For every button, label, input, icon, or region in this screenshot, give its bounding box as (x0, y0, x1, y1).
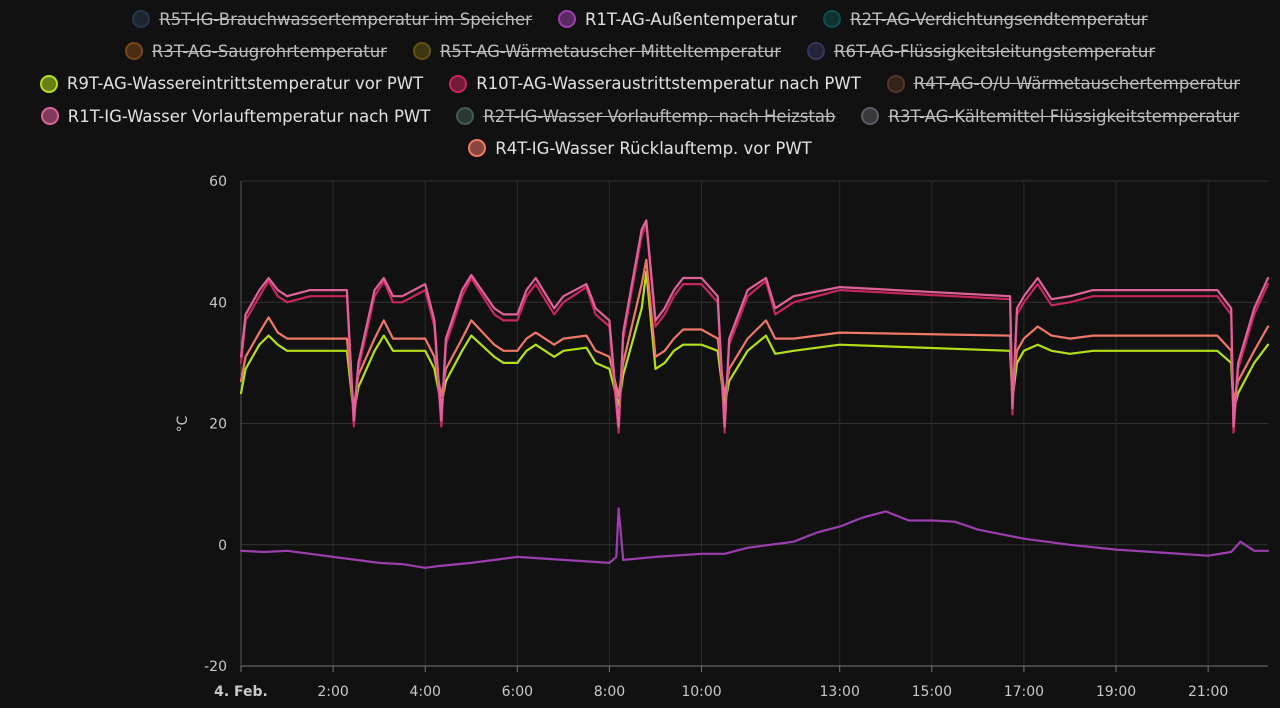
legend-item[interactable]: R2T-AG-Verdichtungsendtemperatur (823, 10, 1148, 29)
chart-legend: R5T-IG-Brauchwassertemperatur im Speiche… (0, 3, 1280, 164)
legend-row: R1T-IG-Wasser Vorlauftemperatur nach PWT… (0, 100, 1280, 132)
legend-label: R4T-IG-Wasser Rücklauftemp. vor PWT (495, 138, 812, 158)
legend-swatch-icon (40, 107, 59, 126)
legend-item[interactable]: R5T-IG-Brauchwassertemperatur im Speiche… (132, 10, 532, 29)
x-tick-label: 2:00 (317, 684, 348, 700)
series-line (239, 507, 1270, 569)
legend-label: R2T-AG-Verdichtungsendtemperatur (850, 9, 1148, 29)
legend-item[interactable]: R9T-AG-Wassereintrittstemperatur vor PWT (39, 74, 424, 94)
x-tick-label: 17:00 (1004, 684, 1044, 700)
legend-swatch-icon (456, 107, 475, 126)
series-line (239, 258, 1270, 410)
legend-row: R9T-AG-Wassereintrittstemperatur vor PWT… (0, 68, 1280, 100)
y-tick-label: 60 (209, 174, 227, 190)
series-line (239, 219, 1270, 428)
legend-item[interactable]: R5T-AG-Wärmetauscher Mitteltemperatur (412, 41, 781, 61)
legend-swatch-icon (39, 74, 58, 93)
x-tick-label: 4:00 (409, 684, 440, 700)
legend-row: R4T-IG-Wasser Rücklauftemp. vor PWT (0, 132, 1280, 164)
legend-item[interactable]: R3T-AG-Kältemittel Flüssigkeitstemperatu… (861, 107, 1239, 126)
legend-label: R2T-IG-Wasser Vorlauftemp. nach Heizstab (483, 106, 836, 126)
legend-label: R10T-AG-Wasseraustrittstemperatur nach P… (476, 74, 861, 94)
legend-item[interactable]: R1T-AG-Außentemperatur (557, 9, 798, 29)
y-tick-label: 20 (209, 417, 227, 433)
legend-label: R5T-AG-Wärmetauscher Mitteltemperatur (439, 41, 781, 61)
y-tick-label: 0 (218, 538, 227, 554)
series-line (239, 270, 1270, 416)
legend-label: R6T-AG-Flüssigkeitsleitungstemperatur (834, 41, 1156, 61)
legend-label: R1T-AG-Außentemperatur (584, 9, 798, 29)
legend-item[interactable]: R4T-AG-O/U Wärmetauschertemperatur (886, 74, 1241, 94)
legend-row: R5T-IG-Brauchwassertemperatur im Speiche… (0, 3, 1280, 35)
legend-label: R5T-IG-Brauchwassertemperatur im Speiche… (159, 9, 532, 29)
legend-swatch-icon (823, 10, 842, 29)
x-tick-label: 10:00 (681, 684, 721, 700)
legend-label: R3T-AG-Saugrohrtemperatur (151, 41, 387, 61)
legend-label: R4T-AG-O/U Wärmetauschertemperatur (913, 74, 1241, 94)
legend-label: R1T-IG-Wasser Vorlauftemperatur nach PWT (67, 106, 431, 126)
legend-item[interactable]: R2T-IG-Wasser Vorlauftemp. nach Heizstab (456, 107, 835, 126)
legend-label: R9T-AG-Wassereintrittstemperatur vor PWT (66, 74, 424, 94)
legend-item[interactable]: R3T-AG-Saugrohrtemperatur (124, 41, 387, 61)
legend-swatch-icon (861, 107, 880, 126)
y-axis-label: °C (175, 415, 191, 432)
y-tick-label: -20 (204, 659, 227, 675)
legend-swatch-icon (449, 74, 468, 93)
legend-swatch-icon (807, 42, 825, 61)
legend-swatch-icon (468, 139, 487, 158)
series-line (239, 222, 1270, 434)
x-tick-label: 19:00 (1096, 684, 1136, 700)
x-tick-label: 4. Feb. (214, 684, 268, 700)
x-tick-label: 21:00 (1188, 684, 1228, 700)
legend-swatch-icon (886, 74, 905, 93)
legend-item[interactable]: R10T-AG-Wasseraustrittstemperatur nach P… (449, 74, 861, 93)
legend-item[interactable]: R1T-IG-Wasser Vorlauftemperatur nach PWT (40, 106, 431, 126)
x-tick-label: 13:00 (820, 684, 860, 700)
legend-swatch-icon (132, 10, 151, 29)
legend-label: R3T-AG-Kältemittel Flüssigkeitstemperatu… (888, 106, 1240, 126)
x-tick-label: 8:00 (594, 684, 625, 700)
legend-swatch-icon (124, 42, 143, 61)
x-tick-label: 6:00 (502, 684, 533, 700)
legend-swatch-icon (412, 42, 431, 61)
legend-swatch-icon (557, 10, 576, 29)
legend-item[interactable]: R6T-AG-Flüssigkeitsleitungstemperatur (807, 42, 1155, 61)
legend-item[interactable]: R4T-IG-Wasser Rücklauftemp. vor PWT (468, 139, 812, 158)
y-tick-label: 40 (209, 295, 227, 311)
x-tick-label: 15:00 (912, 684, 952, 700)
legend-row: R3T-AG-Saugrohrtemperatur R5T-AG-Wärmetau… (0, 35, 1280, 67)
